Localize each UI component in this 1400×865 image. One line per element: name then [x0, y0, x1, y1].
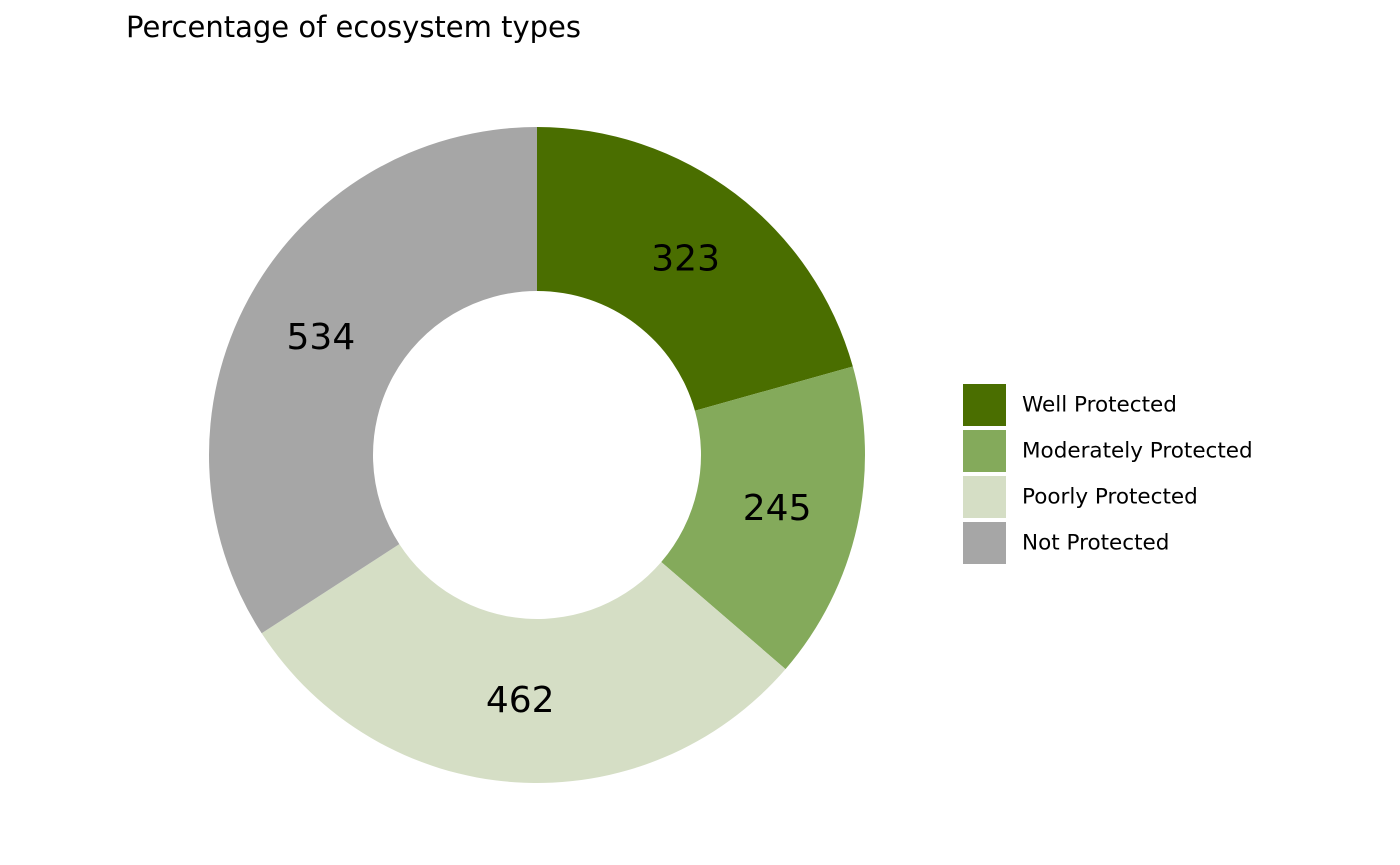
donut-slice-moderately-protected — [661, 366, 865, 670]
legend-swatch — [963, 522, 1006, 564]
donut-slice-not-protected — [208, 127, 537, 634]
legend-swatch — [963, 384, 1006, 426]
slice-value-label: 462 — [486, 680, 555, 721]
chart-title: Percentage of ecosystem types — [126, 10, 581, 44]
legend: Well Protected Moderately Protected Poorly… — [963, 384, 1253, 564]
legend-label: Not Protected — [1022, 531, 1169, 556]
slice-value-label: 323 — [651, 238, 720, 279]
legend-swatch — [963, 430, 1006, 472]
donut-slice-well-protected — [537, 127, 853, 411]
legend-label: Well Protected — [1022, 393, 1177, 418]
slice-value-label: 534 — [287, 317, 356, 358]
slice-labels: 323 245 462 534 — [287, 238, 812, 720]
legend-label: Moderately Protected — [1022, 439, 1253, 464]
legend-label: Poorly Protected — [1022, 485, 1198, 510]
donut-slices — [208, 127, 865, 784]
donut-slice-poorly-protected — [261, 544, 786, 784]
slice-value-label: 245 — [743, 488, 812, 529]
legend-swatch — [963, 476, 1006, 518]
